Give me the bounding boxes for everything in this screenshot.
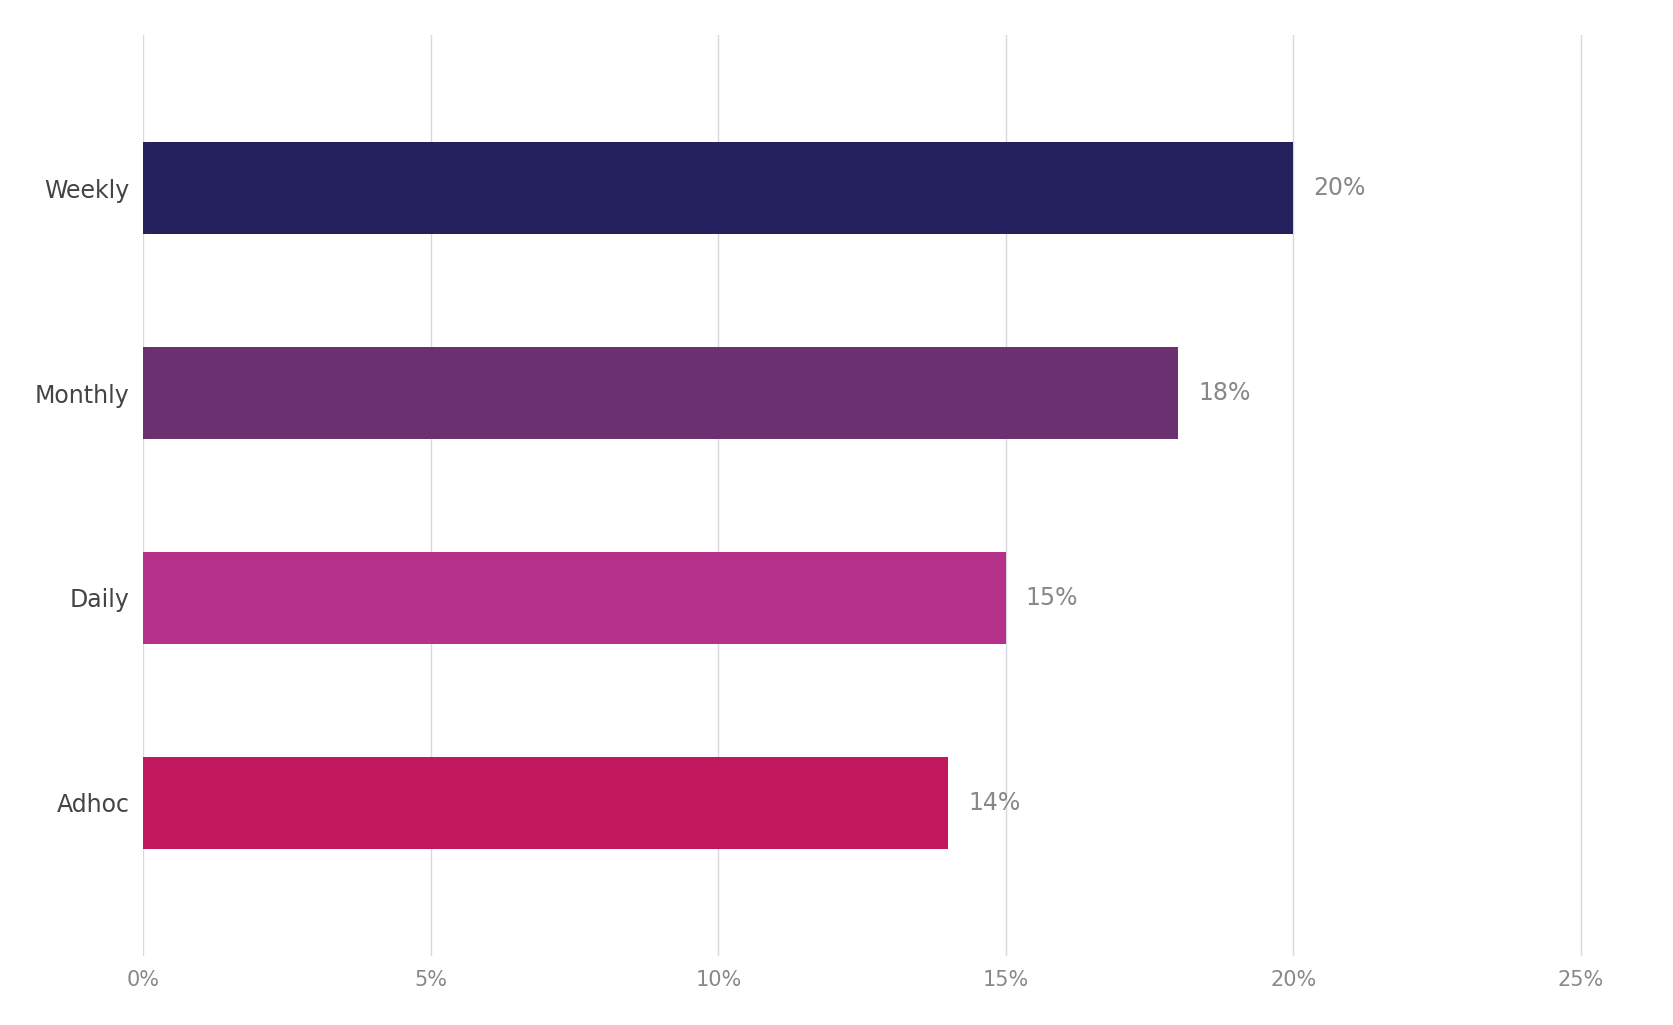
Text: 18%: 18%	[1198, 381, 1251, 405]
Text: 14%: 14%	[969, 790, 1021, 815]
Text: 20%: 20%	[1313, 176, 1365, 200]
Bar	[144, 142, 1293, 235]
Bar	[144, 551, 1005, 644]
Text: 15%: 15%	[1026, 586, 1079, 610]
Bar	[144, 347, 1178, 440]
Bar	[144, 756, 949, 849]
